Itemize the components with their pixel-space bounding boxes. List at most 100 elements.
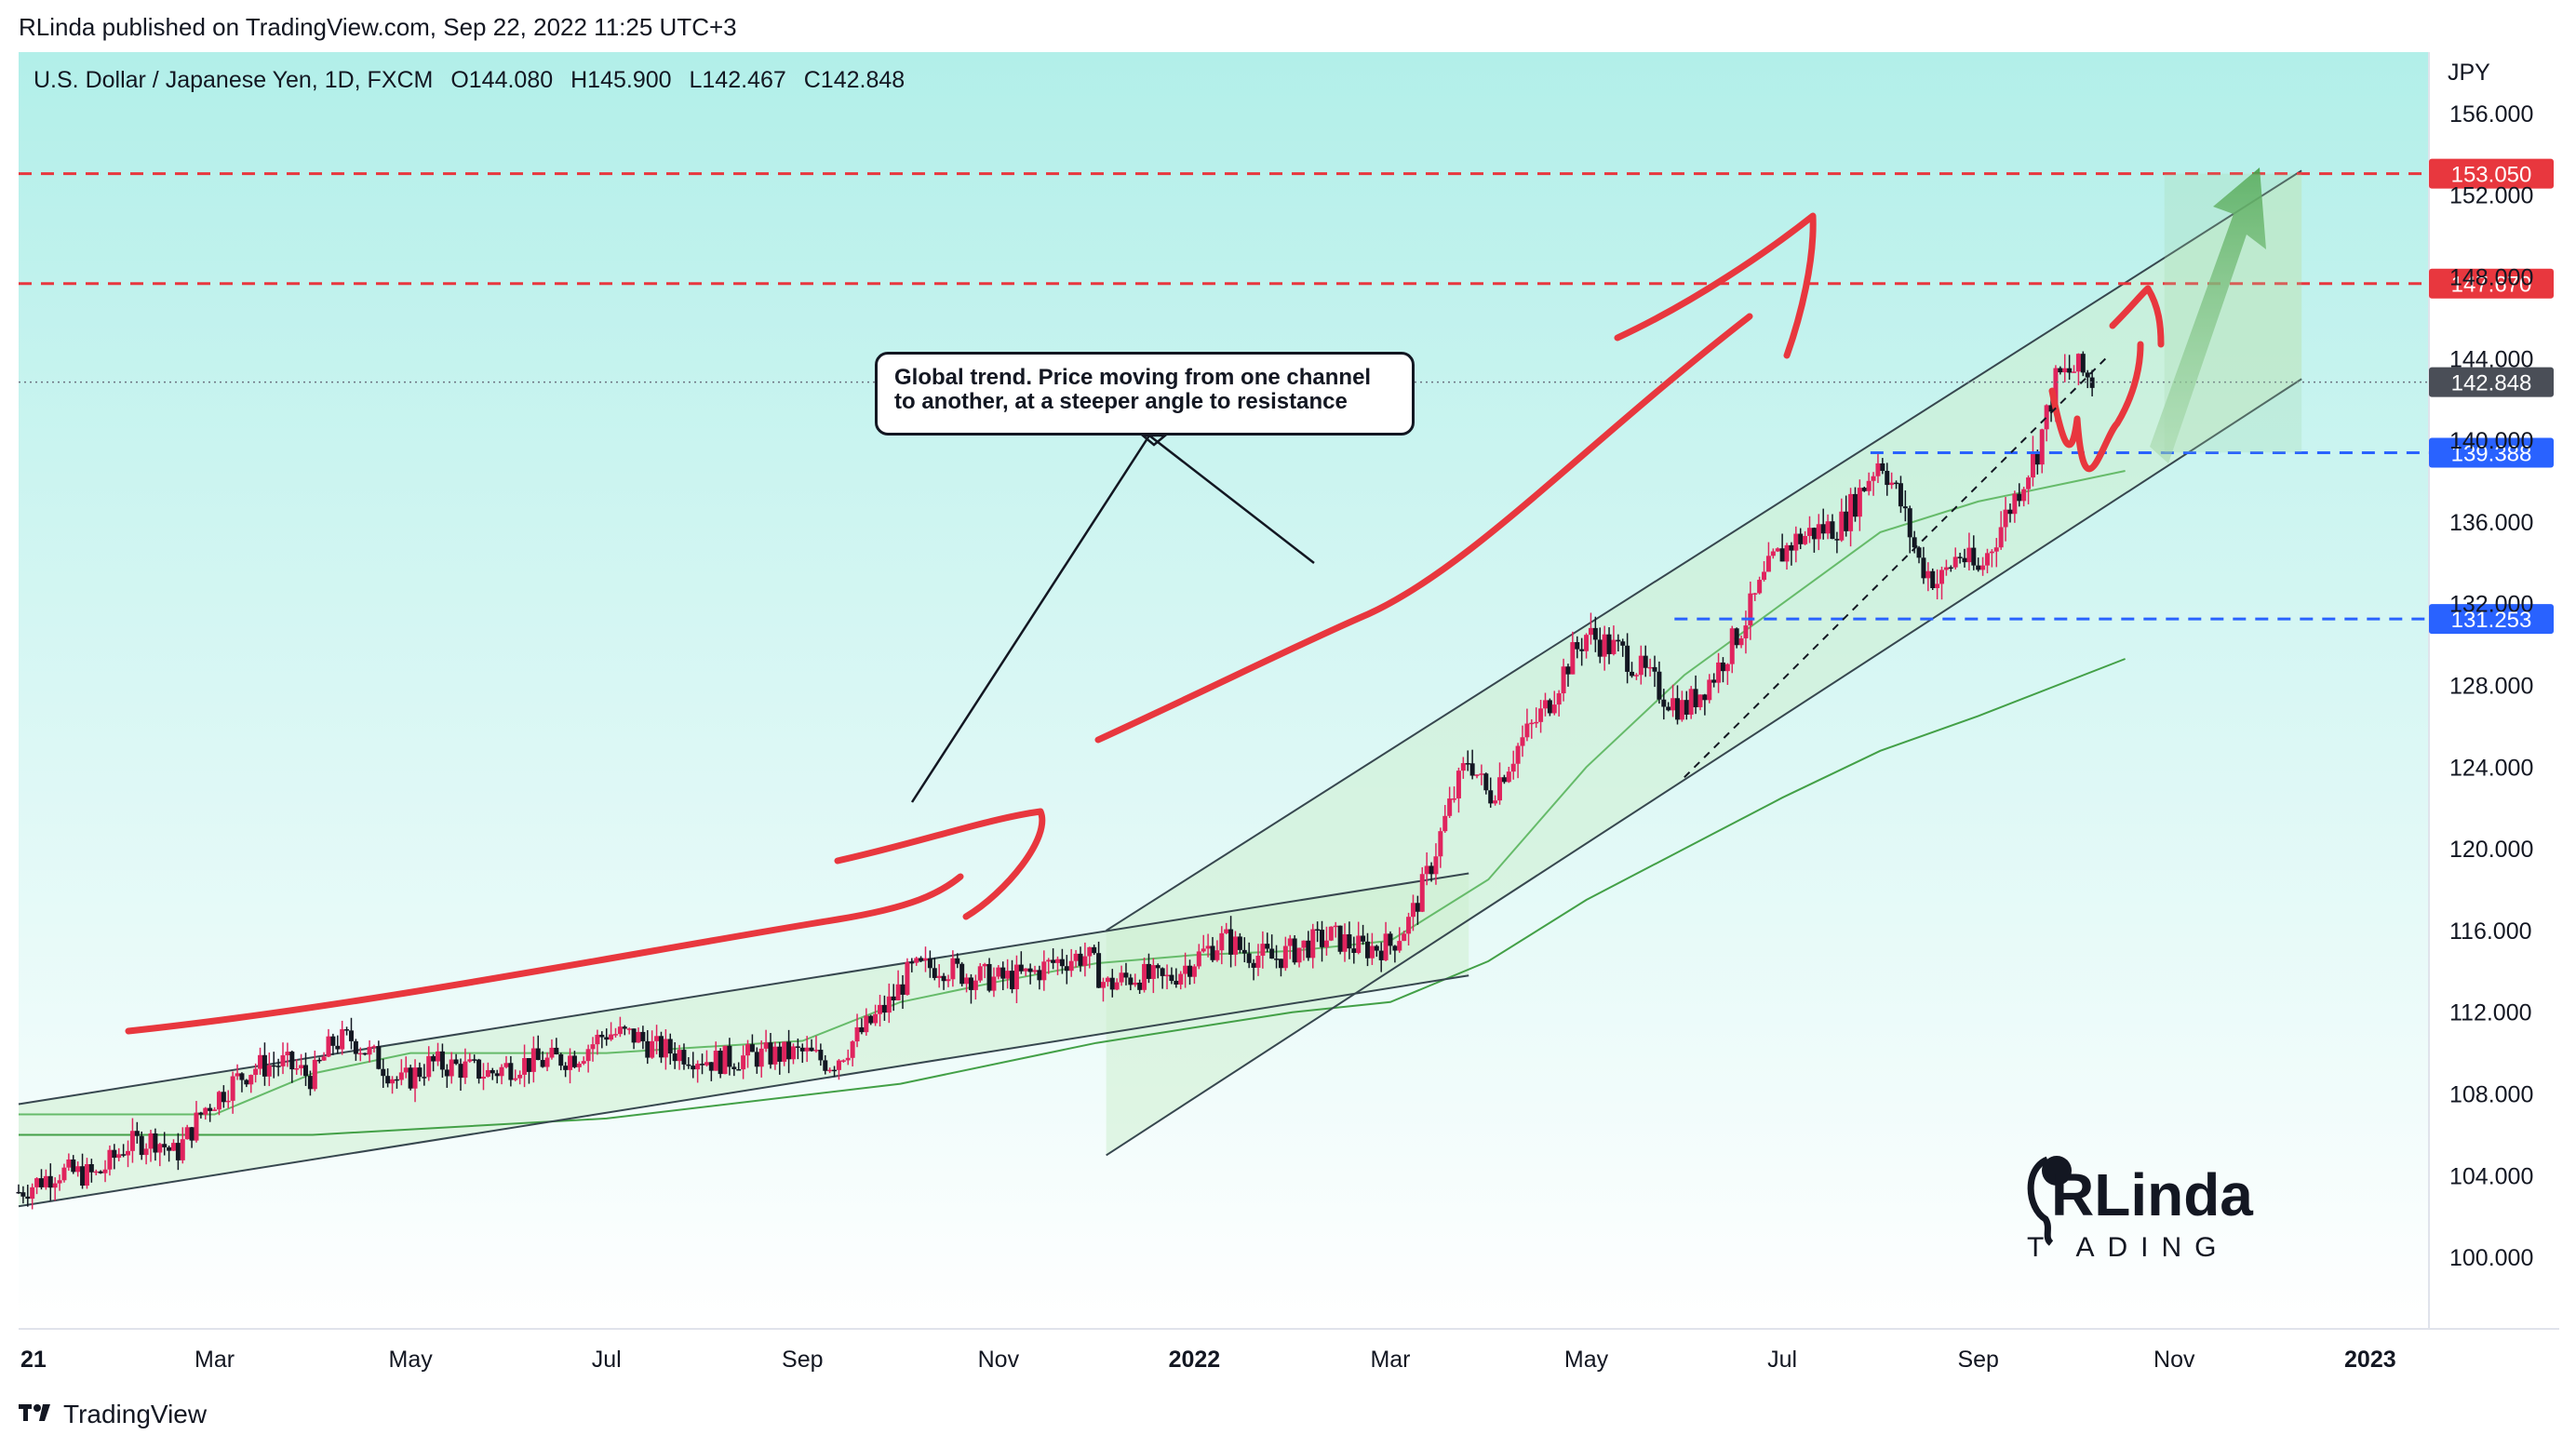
candle-body xyxy=(722,1045,728,1075)
candle-body xyxy=(1811,528,1817,540)
candle-body xyxy=(763,1042,769,1049)
candle-body xyxy=(1361,935,1366,942)
candle-body xyxy=(1342,934,1348,952)
candle-body xyxy=(1716,662,1722,683)
candle-body xyxy=(453,1059,459,1065)
candle-body xyxy=(1164,974,1170,977)
y-tick-label: 104.000 xyxy=(2449,1163,2533,1189)
candle-body xyxy=(1402,933,1407,942)
candle-body xyxy=(1333,925,1338,928)
candle-body xyxy=(681,1050,687,1065)
candle-body xyxy=(1483,773,1489,791)
candle-body xyxy=(1497,777,1503,801)
candle-body xyxy=(1191,966,1197,977)
candle-body xyxy=(376,1046,382,1069)
candle-body xyxy=(1570,642,1576,675)
candle-body xyxy=(772,1046,778,1065)
candle-body xyxy=(768,1042,773,1065)
symbol-legend[interactable]: U.S. Dollar / Japanese Yen, 1D, FXCM O14… xyxy=(34,67,916,94)
candle-body xyxy=(1529,722,1535,725)
price-axis-background xyxy=(2429,52,2559,1329)
level-price-tag xyxy=(2429,268,2554,299)
candle-body xyxy=(385,1076,391,1084)
candle-body xyxy=(184,1127,190,1140)
candle-body xyxy=(868,1015,874,1024)
candle-body xyxy=(1902,506,1908,509)
level-price-label: 139.388 xyxy=(2451,442,2532,467)
candle-body xyxy=(1082,956,1088,966)
logo-graphic: RLinda T ADING xyxy=(2027,1156,2253,1263)
candle-body xyxy=(1670,698,1676,711)
candle-body xyxy=(823,1060,828,1071)
x-tick-label: May xyxy=(389,1347,434,1373)
candle-body xyxy=(517,1074,523,1079)
candle-body xyxy=(1178,973,1184,985)
candle-body xyxy=(148,1133,154,1149)
candle-body xyxy=(112,1149,117,1159)
x-tick-label: 2022 xyxy=(1169,1347,1221,1373)
candle-body xyxy=(1214,950,1220,960)
candle-body xyxy=(1032,970,1038,972)
candle-body xyxy=(1474,774,1480,776)
candle-body xyxy=(873,1013,879,1024)
candle-body xyxy=(1442,815,1448,832)
candle-body xyxy=(1228,929,1234,955)
candle-body xyxy=(253,1068,259,1076)
candle-body xyxy=(348,1030,354,1041)
candle-body xyxy=(832,1069,838,1072)
candle-body xyxy=(1265,944,1270,949)
candle-body xyxy=(1611,639,1617,654)
currency-label[interactable]: JPY xyxy=(2448,60,2490,86)
candle-body xyxy=(809,1047,814,1052)
x-tick-label: Jul xyxy=(1767,1347,1797,1373)
candle-body xyxy=(1415,903,1420,912)
candle-body xyxy=(88,1164,94,1173)
candle-body xyxy=(1857,488,1862,517)
candle-body xyxy=(299,1065,304,1068)
candle-body xyxy=(412,1067,418,1089)
candle-body xyxy=(1051,959,1056,963)
candle-body xyxy=(1328,926,1334,941)
candle-body xyxy=(1793,533,1799,551)
projection-zone xyxy=(2164,173,2302,453)
candle-body xyxy=(1128,977,1134,985)
candle-body xyxy=(367,1046,372,1055)
candle-body xyxy=(1010,971,1015,990)
candle-body xyxy=(1142,963,1147,990)
footer-brand[interactable]: TradingView xyxy=(19,1400,207,1429)
candle-body xyxy=(230,1076,235,1101)
candle-body xyxy=(1493,800,1498,804)
candle-body xyxy=(1356,935,1362,953)
candle-body xyxy=(1174,981,1179,985)
candle-body xyxy=(919,958,924,961)
logo-text-bottom: T ADING xyxy=(2027,1232,2229,1263)
candle-body xyxy=(2067,368,2073,373)
candle-body xyxy=(795,1046,800,1048)
candle-body xyxy=(490,1069,495,1074)
candle-body xyxy=(2034,451,2040,465)
candle-body xyxy=(1005,971,1011,979)
annotation-line-2: to another, at a steeper angle to resist… xyxy=(894,389,1348,414)
annotation-callout[interactable]: Global trend. Price moving from one chan… xyxy=(875,352,1415,436)
candle-body xyxy=(449,1059,454,1077)
candle-body xyxy=(1146,963,1151,979)
candle-body xyxy=(1916,547,1922,558)
candle-body xyxy=(189,1127,195,1141)
projection-arrow xyxy=(2150,168,2266,463)
candle-body xyxy=(1542,700,1548,709)
candle-body xyxy=(157,1144,163,1153)
candle-body xyxy=(704,1062,709,1066)
candle-body xyxy=(1921,557,1926,579)
candle-body xyxy=(982,963,987,967)
forecast-wave xyxy=(2048,341,2144,473)
candle-body xyxy=(1109,977,1115,990)
candle-body xyxy=(1952,556,1958,568)
candle-body xyxy=(508,1063,514,1080)
trend-arrow-1-head xyxy=(834,808,1046,920)
candle-body xyxy=(1633,675,1639,677)
candle-body xyxy=(2026,477,2032,489)
candle-body xyxy=(271,1065,276,1067)
candle-body xyxy=(1630,671,1635,677)
candle-body xyxy=(845,1057,851,1061)
candle-body xyxy=(790,1046,796,1060)
